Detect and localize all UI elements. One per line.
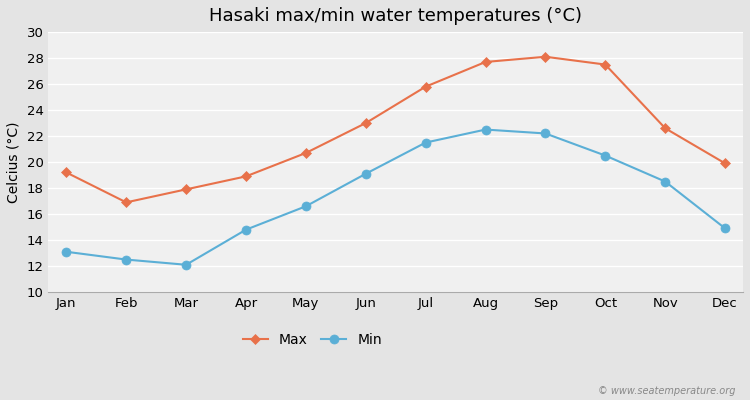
- Max: [302, 150, 310, 155]
- Min: [481, 127, 490, 132]
- Min: [242, 227, 250, 232]
- Min: [601, 153, 610, 158]
- Y-axis label: Celcius (°C): Celcius (°C): [7, 121, 21, 203]
- Max: [661, 126, 670, 131]
- Text: © www.seatemperature.org: © www.seatemperature.org: [598, 386, 735, 396]
- Min: [721, 226, 730, 231]
- Min: [362, 171, 370, 176]
- Min: [541, 131, 550, 136]
- Min: [422, 140, 430, 145]
- Min: [302, 204, 310, 209]
- Min: [122, 257, 130, 262]
- Max: [422, 84, 430, 89]
- Max: [242, 174, 250, 179]
- Max: [721, 161, 730, 166]
- Max: [62, 170, 70, 175]
- Min: [182, 262, 190, 267]
- Min: [62, 249, 70, 254]
- Max: [122, 200, 130, 205]
- Line: Max: Max: [62, 53, 729, 206]
- Max: [541, 54, 550, 59]
- Max: [362, 121, 370, 126]
- Max: [481, 60, 490, 64]
- Title: Hasaki max/min water temperatures (°C): Hasaki max/min water temperatures (°C): [209, 7, 582, 25]
- Min: [661, 179, 670, 184]
- Max: [601, 62, 610, 67]
- Max: [182, 187, 190, 192]
- Legend: Max, Min: Max, Min: [242, 333, 382, 347]
- Line: Min: Min: [62, 125, 730, 269]
